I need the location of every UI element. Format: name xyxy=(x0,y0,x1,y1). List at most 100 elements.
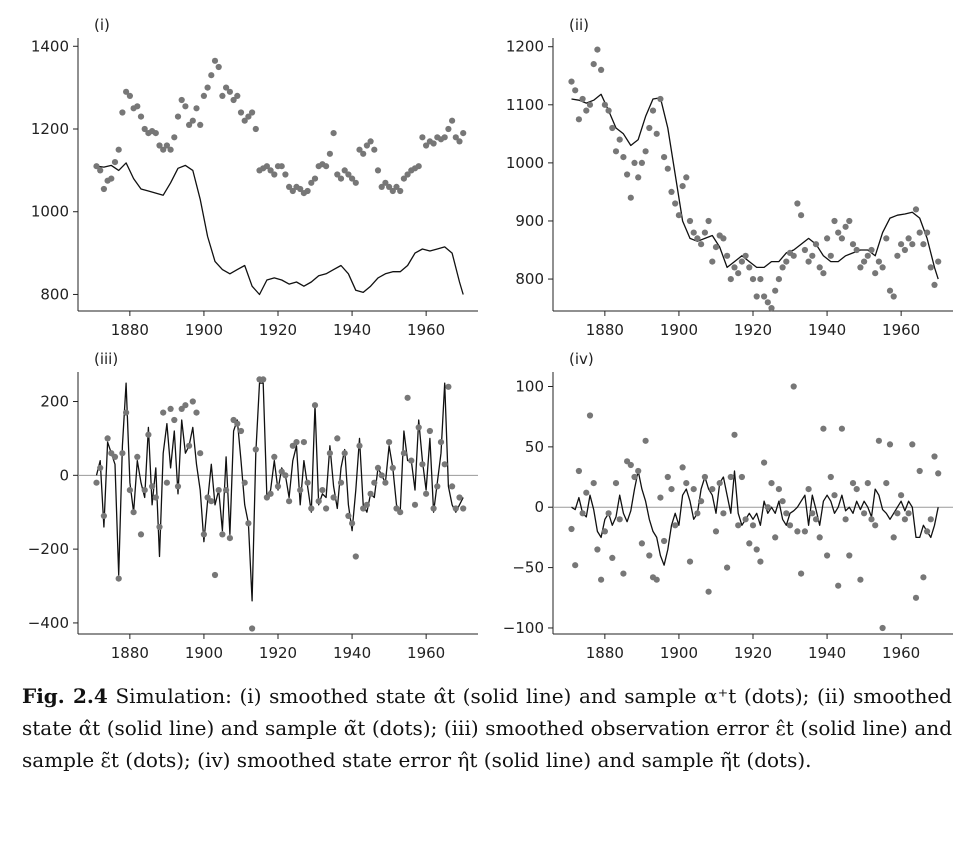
sample-dot xyxy=(846,217,853,225)
sample-dot xyxy=(219,531,226,538)
sample-dot xyxy=(323,505,330,512)
sample-dot xyxy=(890,534,897,541)
sample-dot xyxy=(193,105,200,112)
sample-dot xyxy=(842,516,849,523)
sample-dot xyxy=(883,480,890,487)
x-tick-label: 1960 xyxy=(882,644,920,660)
sample-dot xyxy=(400,175,407,182)
x-tick-label: 1960 xyxy=(882,321,920,339)
caption-text: Simulation: (i) smoothed state α̂t (soli… xyxy=(22,684,952,772)
sample-dot xyxy=(263,163,270,170)
sample-dot xyxy=(627,461,634,469)
sample-dot xyxy=(649,107,657,114)
sample-dot xyxy=(93,479,100,486)
sample-dot xyxy=(672,522,679,529)
y-tick-label: 1200 xyxy=(31,120,69,138)
sample-dot xyxy=(186,442,193,449)
sample-dot xyxy=(449,117,456,124)
sample-dot xyxy=(661,154,668,161)
sample-dot xyxy=(849,480,857,487)
sample-dot xyxy=(675,212,683,219)
sample-dot xyxy=(215,63,222,71)
sample-dot xyxy=(326,450,333,457)
sample-dot xyxy=(249,109,256,116)
sample-dot xyxy=(575,116,583,123)
panel-label: (i) xyxy=(94,16,110,34)
sample-dot xyxy=(382,179,389,186)
sample-dot xyxy=(208,72,215,79)
sample-dot xyxy=(690,486,697,493)
sample-dot xyxy=(437,439,445,446)
sample-dot xyxy=(601,528,609,535)
sample-dot xyxy=(572,87,579,94)
sample-dot xyxy=(701,473,709,481)
sample-dot xyxy=(816,264,823,271)
y-tick-label: 1400 xyxy=(31,37,69,55)
x-tick-label: 1880 xyxy=(586,644,624,660)
sample-dot xyxy=(772,287,779,294)
sample-dot xyxy=(664,473,671,481)
sample-dot xyxy=(612,480,620,487)
sample-dot xyxy=(609,124,616,132)
x-tick-label: 1900 xyxy=(660,644,698,660)
sample-dot xyxy=(835,229,842,236)
sample-dot xyxy=(683,480,690,487)
sample-dot xyxy=(864,252,871,259)
sample-dot xyxy=(226,88,233,95)
sample-dot xyxy=(182,402,189,409)
sample-dot xyxy=(827,473,834,481)
sample-dot xyxy=(360,150,367,157)
sample-dot xyxy=(237,109,245,116)
sample-dot xyxy=(286,183,293,190)
sample-dot xyxy=(345,171,352,178)
sample-dot xyxy=(620,154,627,161)
sample-dot xyxy=(386,439,393,446)
sample-dot xyxy=(337,175,345,182)
sample-dot xyxy=(330,130,337,137)
sample-dot xyxy=(123,409,130,416)
sample-dot xyxy=(868,516,875,523)
sample-dot xyxy=(423,142,430,149)
sample-dot xyxy=(126,92,133,99)
sample-dot xyxy=(123,88,130,95)
panel-label: (iii) xyxy=(94,350,118,368)
sample-dot xyxy=(794,200,801,207)
sample-dot xyxy=(694,235,701,242)
x-tick-label: 1940 xyxy=(333,321,371,339)
sample-dot xyxy=(931,453,938,460)
sample-dot xyxy=(219,92,226,99)
sample-dot xyxy=(879,264,886,271)
sample-dot xyxy=(616,516,623,523)
sample-dot xyxy=(720,235,727,242)
sample-dot xyxy=(441,461,448,468)
sample-dot xyxy=(898,241,905,248)
sample-dot xyxy=(311,175,319,182)
sample-dot xyxy=(163,479,170,486)
sample-dot xyxy=(434,483,441,490)
sample-dot xyxy=(686,558,694,565)
sample-dot xyxy=(160,409,167,416)
sample-dot xyxy=(315,498,322,505)
sample-dot xyxy=(460,130,467,137)
sample-dot xyxy=(794,528,801,535)
sample-dot xyxy=(712,244,720,251)
sample-dot xyxy=(775,276,783,283)
sample-dot xyxy=(620,570,627,577)
sample-dot xyxy=(297,185,304,193)
sample-dot xyxy=(278,163,285,170)
sample-dot xyxy=(598,576,605,583)
sample-dot xyxy=(441,134,448,141)
sample-dot xyxy=(200,92,207,99)
sample-dot xyxy=(753,293,760,300)
sample-dot xyxy=(935,258,942,265)
sample-dot xyxy=(683,174,690,181)
sample-dot xyxy=(875,437,883,444)
x-tick-label: 1900 xyxy=(660,321,698,339)
panel-1: 800 1000 1200 1400 1880 1900 1920 1940 1960 (i) xyxy=(31,16,478,339)
sample-dot xyxy=(171,134,178,141)
sample-dot xyxy=(271,171,278,178)
sample-dot xyxy=(735,270,742,277)
sample-dot xyxy=(605,510,612,517)
sample-dot xyxy=(738,258,746,265)
sample-dot xyxy=(260,376,267,383)
